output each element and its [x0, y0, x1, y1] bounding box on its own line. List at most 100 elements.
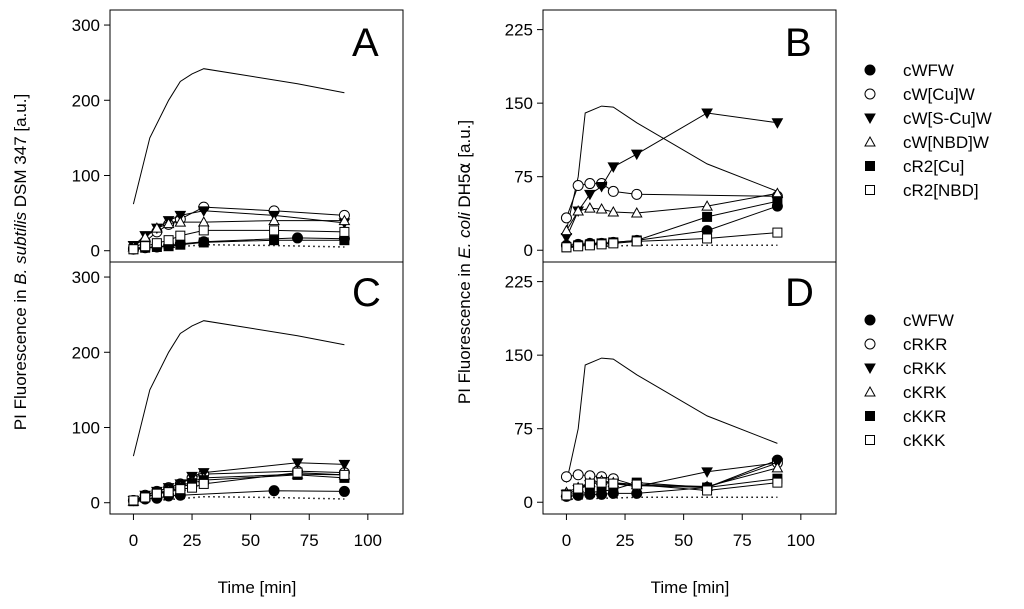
panel-c-series-ckkk-point	[187, 482, 198, 493]
panel-a-series-positive-control	[132, 68, 345, 205]
panel-c-x-tick-label: 25	[183, 531, 202, 550]
panel-a-series-cw-nbd-w-point	[151, 222, 163, 233]
panel-d-x-tick-label: 25	[616, 531, 635, 550]
panel-b-series-cw-s-cu-w-line	[565, 112, 778, 238]
legend-bottom-marker	[864, 363, 876, 375]
panel-b-series-cw-s-cu-w-point	[595, 181, 608, 193]
legends: cWFW cW[Cu]W cW[S-Cu]W cW[NBD]W cR2[Cu] cR2[N…	[864, 61, 992, 450]
panel-b-series-cr2-cu-point	[772, 196, 783, 207]
legend-top-label: cW[S-Cu]W	[903, 109, 992, 128]
legend-top-label: cR2[Cu]	[903, 157, 964, 176]
left-x-axis-title: Time [min]	[218, 578, 297, 597]
legend-bottom-entry: cKKR	[865, 407, 946, 426]
right-ylabel-alpha: α	[455, 162, 475, 173]
panel-c-series-ckkk	[128, 467, 350, 506]
legend-top-entry: cW[Cu]W	[864, 85, 975, 104]
panel-b-series-cr2-nbd-point	[561, 242, 572, 253]
panel-c-series-negative-control-line	[133, 495, 345, 502]
panel-d-series-ckkk-point	[561, 490, 572, 501]
panel-d-x-tick-label: 75	[733, 531, 752, 550]
panel-d-series-ckkk-point	[772, 477, 783, 488]
panel-b-series-cw-nbd-w-point	[607, 205, 620, 217]
panel-c-series-ckkk-point	[339, 469, 350, 480]
panel-a-series-cw-s-cu-w-point	[197, 206, 210, 217]
legend-top-entry: cW[NBD]W	[864, 133, 989, 152]
legend-bottom-entry: cRKK	[864, 359, 947, 378]
panel-a-plot: 0 100 200 300	[72, 16, 351, 261]
panel-c-series-positive-control	[132, 320, 345, 457]
panel-a-series-cr2-nbd	[128, 225, 350, 255]
panel-b-series-cw-nbd-w-point	[630, 206, 643, 218]
panel-c-series-cwfw-point	[338, 485, 350, 497]
panel-a-y-tick-label: 300	[72, 16, 100, 35]
legend-top-marker	[865, 161, 875, 171]
right-ylabel-suffix: DH5	[455, 174, 474, 213]
panel-d-series-ckkk-point	[596, 477, 607, 488]
panel-c-series-ckkk-point	[163, 487, 174, 498]
legend-top-label: cW[NBD]W	[903, 133, 989, 152]
panel-a-series-cr2-cu-point	[269, 235, 280, 246]
panel-b-series-cr2-nbd	[561, 227, 783, 253]
panel-b-series-cr2-nbd-point	[584, 240, 595, 251]
legend-bottom-label: cRKK	[903, 359, 947, 378]
panel-d-x-tick-label: 100	[787, 531, 815, 550]
legend-top-marker	[864, 113, 876, 125]
panel-d-series-crkr-point	[572, 469, 584, 481]
panel-b-y-tick-label: 75	[514, 168, 533, 187]
legend-bottom-entry: cKRK	[864, 383, 947, 402]
panel-b-y-tick-label: 0	[524, 241, 533, 260]
panel-a-series-cw-nbd-w-point	[139, 231, 152, 242]
panel-a-series-cr2-nbd-point	[163, 235, 174, 246]
panel-b-series-cw-s-cu-w-point	[584, 189, 596, 201]
legend-bottom-label: cKKR	[903, 407, 946, 426]
panel-a-y-tick-label: 0	[91, 242, 100, 261]
panel-d-series-positive-control	[565, 357, 778, 483]
panel-b-series-cw-nbd-w-point	[560, 224, 573, 236]
panel-b-series-cr2-nbd-point	[631, 236, 642, 247]
legend-top-marker	[864, 135, 876, 147]
left-y-axis-title: PI Fluorescence in B. subtilis DSM 347 […	[11, 94, 30, 430]
legend-top-entry: cW[S-Cu]W	[864, 109, 992, 128]
right-ylabel-species: E. coli	[455, 211, 474, 259]
panel-a-series-cr2-nbd-point	[198, 225, 209, 236]
legend-top-marker	[864, 88, 876, 100]
panel-a-series-cw-nbd-w-point	[162, 217, 175, 229]
left-ylabel-suffix: DSM 347 [a.u.]	[11, 94, 30, 212]
panel-a-series-cr2-cu-point	[339, 235, 350, 246]
panel-c-y-tick-label: 100	[72, 418, 100, 437]
panel-c-x-tick-label: 0	[129, 531, 138, 550]
legend-top-label: cW[Cu]W	[903, 85, 975, 104]
panel-b-series-cw-cu-w-point	[584, 178, 596, 190]
legend-bottom-label: cWFW	[903, 311, 954, 330]
panel-d-series-ckkk-point	[573, 483, 584, 494]
panel-c-series-ckkk-point	[175, 484, 186, 495]
legend-bottom-label: cKKK	[903, 431, 946, 450]
panel-letter-b: B	[785, 21, 812, 65]
panel-d-x-tick-label: 0	[562, 531, 571, 550]
panel-b-series-cw-nbd-w-point	[701, 200, 713, 211]
legend-top: cWFW cW[Cu]W cW[S-Cu]W cW[NBD]W cR2[Cu] cR2[N…	[864, 61, 992, 200]
panel-a-series-cr2-nbd-point	[140, 241, 151, 252]
panel-d-series-ckkk-point	[584, 478, 595, 489]
left-ylabel-prefix: PI Fluorescence in	[11, 285, 30, 431]
panel-b-series-cw-cu-w-point	[560, 212, 572, 224]
panel-b-plot: 0 75 150 225	[505, 21, 784, 260]
panel-d-y-tick-label: 0	[524, 493, 533, 512]
panel-a-series-cr2-cu-point	[175, 239, 186, 250]
legend-bottom-entry: cRKR	[864, 335, 947, 354]
legend-top-entry: cR2[NBD]	[865, 181, 979, 200]
panel-b-series-cr2-nbd-point	[772, 227, 783, 238]
legend-bottom-label: cKRK	[903, 383, 947, 402]
panel-c-series-ckkk-point	[140, 492, 151, 503]
legend-top-label: cWFW	[903, 61, 954, 80]
panel-c-x-tick-label: 75	[300, 531, 319, 550]
panel-a-series-cw-nbd-w-point	[338, 214, 351, 226]
panel-b-y-tick-label: 150	[505, 94, 533, 113]
panel-a-series-cr2-nbd-point	[269, 225, 280, 236]
panel-letter-d: D	[785, 271, 814, 315]
panel-a-series-cr2-nbd-point	[339, 226, 350, 237]
panel-c-frame	[109, 261, 404, 515]
legend-bottom-entry: cKKK	[865, 431, 946, 450]
panel-c-series-ckkk-point	[128, 495, 139, 506]
panel-a-series-cw-nbd-w-point	[268, 214, 280, 226]
